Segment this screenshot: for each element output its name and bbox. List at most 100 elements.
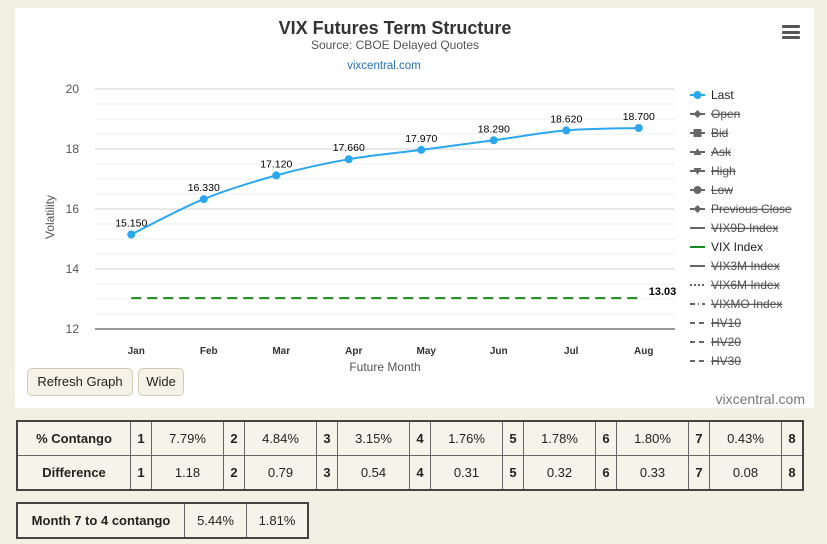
x-tick-label: May	[417, 346, 437, 357]
watermark: vixcentral.com	[715, 391, 805, 407]
month-number: 8	[781, 420, 804, 456]
month-number: 6	[595, 420, 617, 456]
data-point-last	[272, 171, 281, 180]
legend-label: Low	[711, 183, 733, 197]
data-label-last: 16.330	[188, 182, 220, 194]
contango-row-label: % Contango	[16, 420, 131, 456]
vix-term-structure-chart: 12 14 16 18 20 Jan Feb Mar Apr May Jun Jul Aug 13.0…	[43, 18, 792, 374]
month-number: 7	[688, 455, 710, 491]
legend-item[interactable]: HV30	[690, 354, 741, 368]
difference-row-label: Difference	[16, 455, 131, 491]
month-7-to-4-label: Month 7 to 4 contango	[16, 502, 185, 539]
difference-value: 1.18	[151, 455, 224, 491]
legend-diamond-icon	[693, 110, 702, 118]
contango-table: % Contango 1 7.79% 2 4.84% 3 3.15% 4 1.7…	[16, 420, 804, 491]
x-tick-label: Aug	[634, 346, 653, 357]
x-tick-label: Apr	[345, 346, 362, 357]
legend-label: HV10	[711, 316, 741, 330]
legend-item[interactable]: VIX3M Index	[690, 259, 780, 273]
legend: Last Open Bid Ask High Low Previous Close VIX9D…	[690, 88, 792, 368]
legend-circle-icon	[693, 186, 702, 194]
chart-menu-icon[interactable]	[782, 25, 800, 39]
data-point-last	[127, 230, 136, 239]
legend-label: Bid	[711, 126, 728, 140]
legend-item[interactable]: HV10	[690, 316, 741, 330]
month-number: 6	[595, 455, 617, 491]
difference-value: 0.79	[244, 455, 317, 491]
data-label-last: 17.660	[333, 142, 365, 154]
legend-label: VIX Index	[711, 240, 763, 254]
legend-item[interactable]: VIXMO Index	[690, 297, 782, 311]
legend-circle-icon	[693, 91, 702, 99]
source-link[interactable]: vixcentral.com	[347, 60, 421, 72]
series-layer: 13.03 15.150 16.330 17.120 17.660 17.970 18.29…	[115, 111, 677, 300]
legend-diamond-icon	[693, 205, 702, 213]
contango-row: % Contango 1 7.79% 2 4.84% 3 3.15% 4 1.7…	[16, 420, 804, 456]
data-label-vix-index: 13.03	[649, 286, 677, 298]
month-number: 7	[688, 420, 710, 456]
month-number: 3	[316, 455, 338, 491]
y-tick-label: 12	[66, 322, 80, 336]
month-number: 3	[316, 420, 338, 456]
month-7-to-4-table: Month 7 to 4 contango 5.44% 1.81%	[16, 502, 309, 539]
legend-item[interactable]: Low	[690, 183, 733, 197]
series-line-last	[130, 127, 639, 236]
data-point-last	[489, 136, 498, 145]
month-number: 2	[223, 420, 245, 456]
x-tick-label: Mar	[272, 346, 290, 357]
month-number: 1	[130, 420, 152, 456]
legend-item[interactable]: HV20	[690, 335, 741, 349]
difference-value: 0.32	[523, 455, 596, 491]
y-tick-labels: 12 14 16 18 20	[66, 82, 80, 336]
refresh-graph-button[interactable]: Refresh Graph	[27, 368, 133, 396]
data-label-last: 17.970	[405, 133, 437, 145]
wide-button[interactable]: Wide	[138, 368, 184, 396]
data-point-last	[199, 195, 208, 204]
contango-value: 0.43%	[709, 420, 782, 456]
grid-lines	[95, 88, 675, 330]
contango-value: 1.78%	[523, 420, 596, 456]
x-tick-label: Jul	[564, 346, 579, 357]
legend-label: HV30	[711, 354, 741, 368]
chart-panel: 12 14 16 18 20 Jan Feb Mar Apr May Jun Jul Aug 13.0…	[15, 8, 814, 408]
legend-item[interactable]: High	[690, 164, 736, 178]
month-number: 4	[409, 420, 431, 456]
legend-item[interactable]: Ask	[690, 145, 732, 159]
x-tick-label: Jun	[490, 346, 508, 357]
month-number: 1	[130, 455, 152, 491]
legend-item[interactable]: VIX9D Index	[690, 221, 778, 235]
data-point-last	[562, 126, 571, 135]
y-tick-label: 20	[66, 82, 80, 96]
legend-label: Ask	[711, 145, 732, 159]
legend-triangle-icon	[693, 148, 702, 155]
chart-title: VIX Futures Term Structure	[279, 18, 512, 38]
x-tick-label: Feb	[200, 346, 218, 357]
data-label-last: 15.150	[115, 218, 147, 230]
legend-item[interactable]: Bid	[690, 126, 728, 140]
data-label-last: 17.120	[260, 158, 292, 170]
legend-item[interactable]: VIX6M Index	[690, 278, 780, 292]
contango-value: 1.80%	[616, 420, 689, 456]
y-tick-label: 14	[66, 262, 80, 276]
legend-label: VIX3M Index	[711, 259, 780, 273]
legend-label: Previous Close	[711, 202, 792, 216]
contango-value: 7.79%	[151, 420, 224, 456]
month-7-to-4-row: Month 7 to 4 contango 5.44% 1.81%	[16, 502, 309, 539]
legend-item[interactable]: Last	[690, 88, 734, 102]
legend-item[interactable]: Open	[690, 107, 740, 121]
month-number: 4	[409, 455, 431, 491]
data-label-last: 18.620	[550, 113, 582, 125]
legend-label: VIX9D Index	[711, 221, 778, 235]
contango-value: 1.76%	[430, 420, 503, 456]
legend-item[interactable]: VIX Index	[690, 240, 763, 254]
legend-item[interactable]: Previous Close	[690, 202, 792, 216]
difference-value: 0.08	[709, 455, 782, 491]
month-7-to-4-value: 5.44%	[184, 502, 247, 539]
y-tick-label: 18	[66, 142, 80, 156]
month-number: 2	[223, 455, 245, 491]
legend-label: VIX6M Index	[711, 278, 780, 292]
legend-label: Open	[711, 107, 740, 121]
month-number: 5	[502, 420, 524, 456]
month-7-to-4-value-2: 1.81%	[246, 502, 309, 539]
data-point-last	[634, 124, 643, 132]
